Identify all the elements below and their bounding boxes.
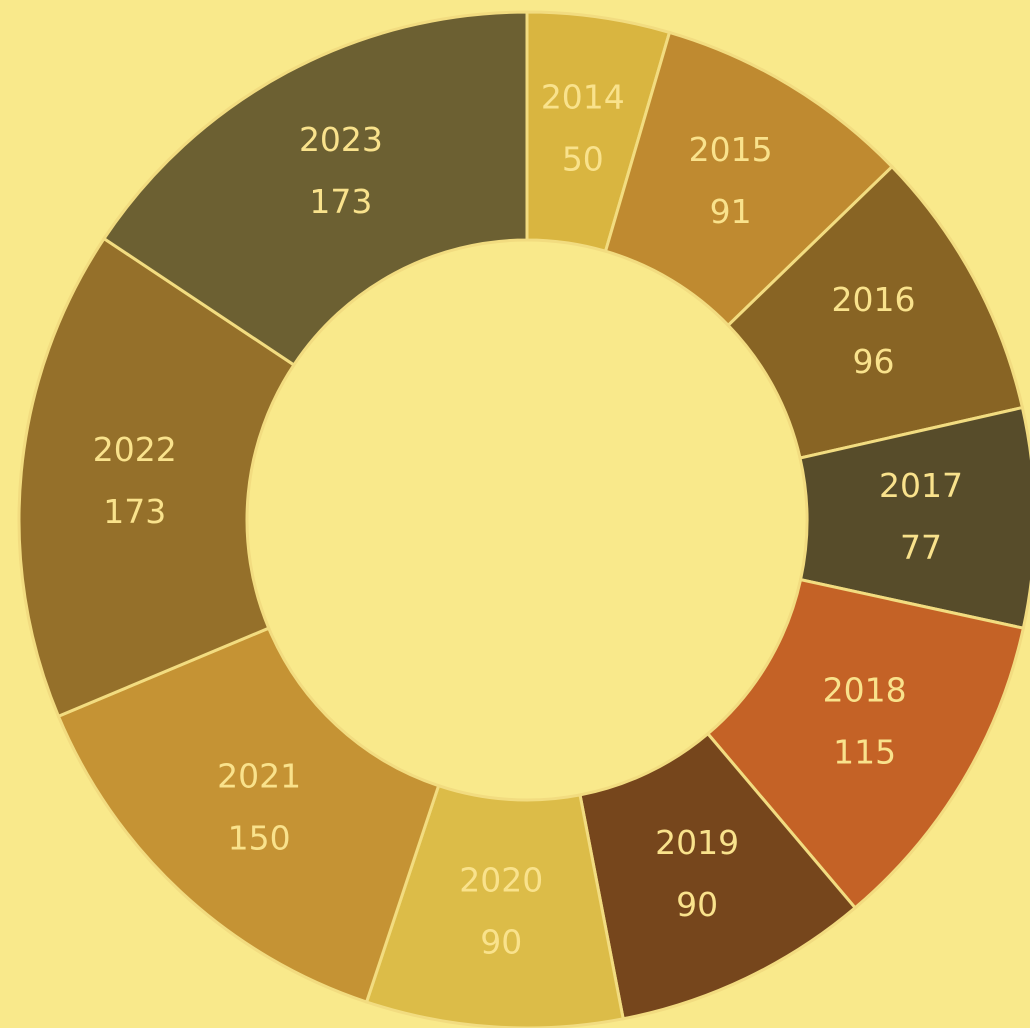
slice-label: 2023 — [299, 120, 383, 159]
value-label: 96 — [852, 342, 894, 381]
slice-label: 2015 — [689, 130, 773, 169]
value-label: 50 — [562, 139, 604, 178]
value-label: 173 — [309, 182, 372, 221]
slice-label: 2021 — [217, 756, 301, 795]
slice-label: 2018 — [823, 671, 907, 710]
slice — [101, 10, 529, 367]
slice — [17, 236, 296, 719]
slice-label: 2019 — [655, 823, 739, 862]
slice-label: 2014 — [541, 77, 625, 116]
value-label: 115 — [833, 733, 896, 772]
value-label: 77 — [900, 528, 942, 567]
value-label: 150 — [228, 818, 291, 857]
value-label: 173 — [103, 492, 166, 531]
slice-label: 2017 — [879, 466, 963, 505]
slice-label: 2022 — [93, 430, 177, 469]
value-label: 90 — [676, 885, 718, 924]
value-label: 90 — [480, 923, 522, 962]
value-label: 91 — [710, 192, 752, 231]
slice — [56, 626, 441, 1004]
slice-label: 2016 — [832, 280, 916, 319]
slice-label: 2020 — [459, 861, 543, 900]
